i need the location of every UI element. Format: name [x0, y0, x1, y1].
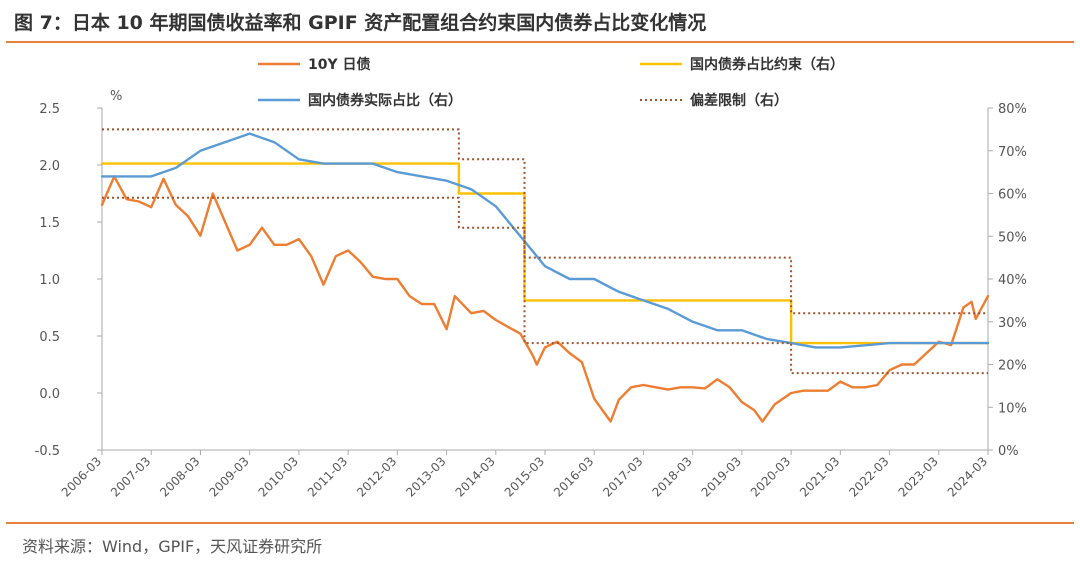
y-left-tick-label: 0.5	[39, 330, 60, 345]
y-left-tick-label: 2.0	[39, 159, 60, 174]
x-tick-label: 2008-03	[157, 454, 202, 499]
title-rule	[6, 41, 1074, 43]
source-rule	[6, 522, 1074, 524]
y-left-tick-label: 2.5	[39, 102, 60, 117]
legend-label-3: 偏差限制（右）	[690, 92, 788, 109]
x-tick-label: 2024-03	[945, 454, 990, 499]
x-tick-label: 2021-03	[797, 454, 842, 499]
page-title: 图 7：日本 10 年期国债收益率和 GPIF 资产配置组合约束国内债券占比变化…	[14, 12, 707, 34]
y-right-tick-label: 20%	[998, 359, 1027, 374]
y-right-tick-label: 70%	[998, 145, 1027, 160]
x-tick-label: 2018-03	[649, 454, 694, 499]
y-left-tick-label: 1.5	[39, 216, 60, 231]
x-tick-label: 2010-03	[256, 454, 301, 499]
x-tick-label: 2016-03	[551, 454, 596, 499]
x-tick-label: 2009-03	[206, 454, 251, 499]
x-tick-label: 2020-03	[748, 454, 793, 499]
x-tick-label: 2023-03	[896, 454, 941, 499]
y-left-tick-label: 0.0	[39, 387, 60, 402]
series-line-2	[100, 132, 990, 349]
y-left-unit-label: %	[110, 89, 122, 104]
x-tick-label: 2015-03	[502, 454, 547, 499]
y-right-tick-label: 50%	[998, 230, 1027, 245]
y-left-tick-label: 1.0	[39, 273, 60, 288]
series-line-0	[100, 175, 990, 423]
series-line-4	[102, 196, 988, 375]
y-right-tick-label: 10%	[998, 401, 1027, 416]
legend-label-2: 国内债券实际占比（右）	[308, 92, 462, 109]
x-tick-label: 2017-03	[600, 454, 645, 499]
y-left-tick-label: -0.5	[35, 444, 60, 459]
legend-label-1: 国内债券占比约束（右）	[690, 56, 844, 73]
x-tick-label: 2014-03	[453, 454, 498, 499]
x-tick-label: 2013-03	[403, 454, 448, 499]
legend-label-0: 10Y 日债	[308, 56, 371, 73]
x-tick-label: 2022-03	[846, 454, 891, 499]
y-right-tick-label: 0%	[998, 444, 1019, 459]
chart-axes: -0.5 0.0 0.5 1.0 1.5 2.0 2.5% 0% 10% 20% 30% 40% 50%…	[35, 89, 1027, 500]
y-right-tick-label: 30%	[998, 316, 1027, 331]
series-line-1	[100, 162, 990, 345]
y-right-tick-label: 60%	[998, 188, 1027, 203]
source-note: 资料来源：Wind，GPIF，天风证券研究所	[22, 537, 323, 556]
chart-legend: 10Y 日债 国内债券占比约束（右） 国内债券实际占比（右） 偏差限制（右）	[258, 56, 844, 109]
x-tick-label: 2006-03	[59, 454, 104, 499]
x-tick-label: 2019-03	[699, 454, 744, 499]
chart-plot-area	[100, 128, 990, 423]
x-tick-label: 2011-03	[305, 454, 350, 499]
x-tick-label: 2007-03	[108, 454, 153, 499]
y-right-tick-label: 80%	[998, 102, 1027, 117]
y-right-tick-label: 40%	[998, 273, 1027, 288]
x-tick-label: 2012-03	[354, 454, 399, 499]
series-line-3	[102, 128, 988, 315]
